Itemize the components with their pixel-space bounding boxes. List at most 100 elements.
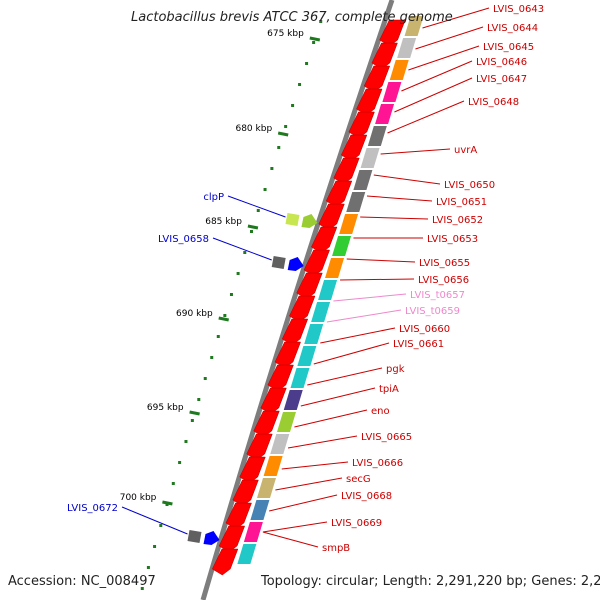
- gene-label: LVIS_0658: [158, 234, 209, 245]
- label-connector: [262, 531, 319, 548]
- gene-label: LVIS_0644: [487, 23, 538, 34]
- minor-tick: [216, 335, 220, 338]
- cog-block: [263, 456, 283, 476]
- gene-label: LVIS_0660: [399, 324, 450, 335]
- minor-tick: [184, 440, 188, 443]
- minor-tick: [277, 146, 281, 149]
- minor-tick: [250, 230, 254, 233]
- gene-label: LVIS_0650: [444, 180, 495, 191]
- ruler-label: 685 kbp: [205, 217, 242, 227]
- ruler-label: 680 kbp: [235, 124, 272, 134]
- gene-label: LVIS_0647: [476, 74, 527, 85]
- label-connector: [294, 409, 368, 428]
- reverse-gene-block: [285, 213, 300, 226]
- label-connector: [275, 477, 343, 491]
- cog-block: [250, 500, 270, 520]
- label-connector: [326, 309, 402, 323]
- gene-label: pgk: [386, 364, 405, 375]
- reverse-gene-arrow: [287, 257, 304, 271]
- genome-title: Lactobacillus brevis ATCC 367, complete …: [131, 10, 453, 25]
- reverse-gene-block: [271, 256, 286, 269]
- minor-tick: [203, 377, 207, 380]
- major-tick: [162, 500, 173, 506]
- label-connector: [394, 77, 473, 113]
- cog-block: [353, 170, 373, 190]
- gene-label: LVIS_t0657: [410, 290, 465, 301]
- gene-label: LVIS_0653: [427, 234, 478, 245]
- gene-label: LVIS_t0659: [405, 306, 460, 317]
- gene-label: clpP: [203, 192, 224, 203]
- ruler-label: 700 kbp: [120, 493, 157, 503]
- gene-label: LVIS_0646: [476, 57, 527, 68]
- major-tick: [218, 316, 230, 322]
- label-connector: [387, 100, 465, 134]
- minor-tick: [236, 272, 240, 275]
- major-tick: [189, 410, 200, 416]
- gene-label-group: LVIS_0643 LVIS_0644 LVIS_0645 LVIS_0646 LVIS…: [67, 4, 544, 554]
- gene-track: [187, 16, 424, 576]
- gene-label: LVIS_0651: [436, 197, 487, 208]
- minor-tick: [284, 125, 288, 128]
- cog-block: [311, 302, 331, 322]
- label-connector: [320, 327, 396, 344]
- label-connector: [287, 435, 358, 449]
- minor-tick: [305, 62, 309, 65]
- gene-label: smpB: [322, 543, 350, 554]
- ruler-label: 675 kbp: [267, 29, 304, 39]
- reverse-gene-arrow: [203, 531, 220, 545]
- label-connector: [281, 461, 349, 470]
- minor-tick: [146, 566, 150, 569]
- cog-block: [397, 38, 417, 58]
- cog-block: [304, 324, 324, 344]
- label-connector: [415, 26, 484, 50]
- cog-block: [389, 60, 409, 80]
- minor-tick: [298, 83, 302, 86]
- cog-block: [290, 368, 310, 388]
- gene-label: LVIS_0668: [341, 491, 392, 502]
- reverse-gene-arrow: [301, 214, 318, 228]
- cog-block: [346, 192, 366, 212]
- cog-block: [360, 148, 380, 168]
- minor-tick: [223, 314, 227, 317]
- gene-label: tpiA: [379, 384, 399, 395]
- minor-tick: [197, 398, 201, 401]
- minor-tick: [312, 41, 316, 44]
- label-connector: [401, 60, 473, 92]
- label-connector: [366, 195, 433, 202]
- label-connector: [346, 258, 416, 263]
- cog-block: [339, 214, 359, 234]
- reverse-gene-block: [187, 530, 202, 543]
- label-connector: [300, 387, 376, 407]
- label-connector: [408, 45, 480, 71]
- minor-tick: [153, 545, 157, 548]
- major-tick: [309, 36, 321, 42]
- kbp-tick-marks: [140, 20, 323, 590]
- gene-label: LVIS_0648: [468, 97, 519, 108]
- label-connector: [333, 293, 407, 302]
- cog-block: [382, 82, 402, 102]
- minor-tick: [159, 524, 163, 527]
- topology-text: Topology: circular; Length: 2,291,220 bp…: [261, 574, 600, 589]
- gene-label: LVIS_0656: [418, 275, 469, 286]
- cog-block: [367, 126, 387, 146]
- cog-block: [237, 544, 257, 564]
- cog-block: [270, 434, 290, 454]
- ruler-label: 690 kbp: [176, 309, 213, 319]
- major-tick: [247, 224, 259, 230]
- genome-backbone: [200, 0, 395, 600]
- cog-block: [325, 258, 345, 278]
- minor-tick: [229, 293, 233, 296]
- gene-label: LVIS_0661: [393, 339, 444, 350]
- label-connector: [313, 342, 390, 365]
- forward-gene-arrow: [211, 548, 239, 576]
- ruler-label: 695 kbp: [147, 403, 184, 413]
- gene-label: LVIS_0645: [483, 42, 534, 53]
- accession-text: Accession: NC_008497: [8, 574, 156, 589]
- minor-tick: [243, 251, 247, 254]
- cog-block: [375, 104, 395, 124]
- gene-label: LVIS_0652: [432, 215, 483, 226]
- gene-label: LVIS_0669: [331, 518, 382, 529]
- gene-label: LVIS_0666: [352, 458, 403, 469]
- minor-tick: [270, 167, 274, 170]
